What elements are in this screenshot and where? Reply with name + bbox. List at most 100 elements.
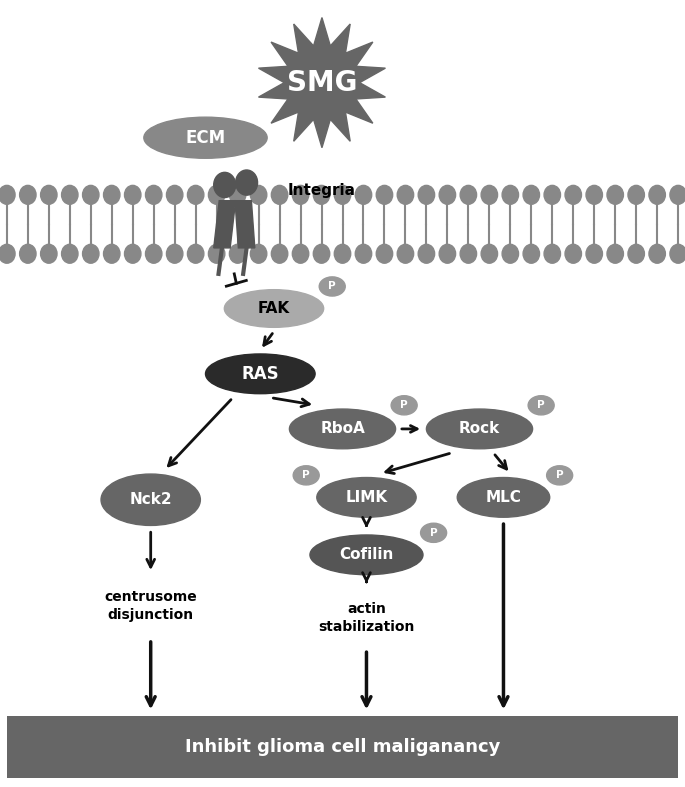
Circle shape bbox=[40, 244, 57, 263]
Circle shape bbox=[460, 186, 477, 205]
Circle shape bbox=[250, 244, 266, 263]
Circle shape bbox=[481, 244, 497, 263]
Circle shape bbox=[82, 186, 99, 205]
Circle shape bbox=[586, 186, 603, 205]
Circle shape bbox=[502, 186, 519, 205]
Circle shape bbox=[208, 186, 225, 205]
Circle shape bbox=[544, 244, 560, 263]
Circle shape bbox=[20, 244, 36, 263]
Circle shape bbox=[356, 186, 372, 205]
Circle shape bbox=[628, 244, 645, 263]
Ellipse shape bbox=[391, 396, 417, 415]
Circle shape bbox=[481, 186, 497, 205]
Circle shape bbox=[82, 244, 99, 263]
Text: Inhibit glioma cell maliganancy: Inhibit glioma cell maliganancy bbox=[185, 738, 500, 756]
Circle shape bbox=[250, 186, 266, 205]
Circle shape bbox=[356, 244, 372, 263]
Circle shape bbox=[103, 186, 120, 205]
Circle shape bbox=[523, 186, 540, 205]
Circle shape bbox=[236, 170, 258, 195]
Ellipse shape bbox=[310, 535, 423, 575]
Circle shape bbox=[20, 186, 36, 205]
Circle shape bbox=[586, 244, 603, 263]
Circle shape bbox=[460, 244, 477, 263]
Ellipse shape bbox=[206, 354, 315, 394]
Text: SMG: SMG bbox=[287, 68, 357, 97]
Text: P: P bbox=[556, 471, 564, 480]
Circle shape bbox=[188, 244, 204, 263]
Text: P: P bbox=[537, 401, 545, 410]
Circle shape bbox=[544, 186, 560, 205]
Circle shape bbox=[607, 186, 623, 205]
Circle shape bbox=[649, 186, 665, 205]
Circle shape bbox=[125, 244, 141, 263]
Ellipse shape bbox=[457, 478, 549, 517]
Circle shape bbox=[334, 244, 351, 263]
Circle shape bbox=[439, 186, 456, 205]
Text: LIMK: LIMK bbox=[345, 490, 388, 505]
Circle shape bbox=[418, 244, 435, 263]
Text: ECM: ECM bbox=[186, 129, 225, 146]
Text: RboA: RboA bbox=[320, 421, 365, 437]
Circle shape bbox=[334, 186, 351, 205]
Circle shape bbox=[229, 186, 246, 205]
Circle shape bbox=[145, 186, 162, 205]
Circle shape bbox=[62, 244, 78, 263]
Circle shape bbox=[523, 244, 540, 263]
Circle shape bbox=[376, 186, 393, 205]
Text: Rock: Rock bbox=[459, 421, 500, 437]
Circle shape bbox=[40, 186, 57, 205]
Ellipse shape bbox=[426, 409, 533, 449]
Circle shape bbox=[271, 244, 288, 263]
Text: Nck2: Nck2 bbox=[129, 492, 172, 508]
Circle shape bbox=[0, 244, 15, 263]
Circle shape bbox=[565, 186, 582, 205]
Text: Integria: Integria bbox=[288, 183, 356, 198]
Text: P: P bbox=[302, 471, 310, 480]
Circle shape bbox=[628, 186, 645, 205]
Ellipse shape bbox=[319, 277, 345, 296]
Circle shape bbox=[229, 244, 246, 263]
Circle shape bbox=[292, 186, 309, 205]
Circle shape bbox=[418, 186, 435, 205]
Ellipse shape bbox=[144, 117, 267, 158]
Circle shape bbox=[502, 244, 519, 263]
Circle shape bbox=[103, 244, 120, 263]
Circle shape bbox=[397, 186, 414, 205]
Ellipse shape bbox=[316, 478, 416, 517]
Circle shape bbox=[188, 186, 204, 205]
Circle shape bbox=[376, 244, 393, 263]
Ellipse shape bbox=[225, 290, 324, 327]
Circle shape bbox=[145, 244, 162, 263]
Ellipse shape bbox=[289, 409, 395, 449]
Circle shape bbox=[214, 172, 236, 198]
Circle shape bbox=[313, 186, 329, 205]
Ellipse shape bbox=[528, 396, 554, 415]
Circle shape bbox=[62, 186, 78, 205]
Text: RAS: RAS bbox=[242, 365, 279, 382]
Text: P: P bbox=[400, 401, 408, 410]
Circle shape bbox=[439, 244, 456, 263]
Text: MLC: MLC bbox=[486, 490, 521, 505]
Ellipse shape bbox=[293, 466, 319, 485]
Ellipse shape bbox=[547, 466, 573, 485]
Text: centrusome
disjunction: centrusome disjunction bbox=[104, 589, 197, 623]
Ellipse shape bbox=[101, 474, 200, 526]
Circle shape bbox=[0, 186, 15, 205]
Circle shape bbox=[166, 186, 183, 205]
Circle shape bbox=[670, 244, 685, 263]
Text: P: P bbox=[328, 282, 336, 291]
Circle shape bbox=[166, 244, 183, 263]
Circle shape bbox=[313, 244, 329, 263]
Text: actin
stabilization: actin stabilization bbox=[319, 601, 414, 634]
Polygon shape bbox=[214, 201, 236, 248]
Circle shape bbox=[397, 244, 414, 263]
Circle shape bbox=[292, 244, 309, 263]
Circle shape bbox=[208, 244, 225, 263]
Text: FAK: FAK bbox=[258, 301, 290, 316]
Circle shape bbox=[670, 186, 685, 205]
Text: P: P bbox=[429, 528, 438, 538]
Polygon shape bbox=[235, 201, 255, 248]
Circle shape bbox=[565, 244, 582, 263]
Ellipse shape bbox=[421, 523, 447, 542]
